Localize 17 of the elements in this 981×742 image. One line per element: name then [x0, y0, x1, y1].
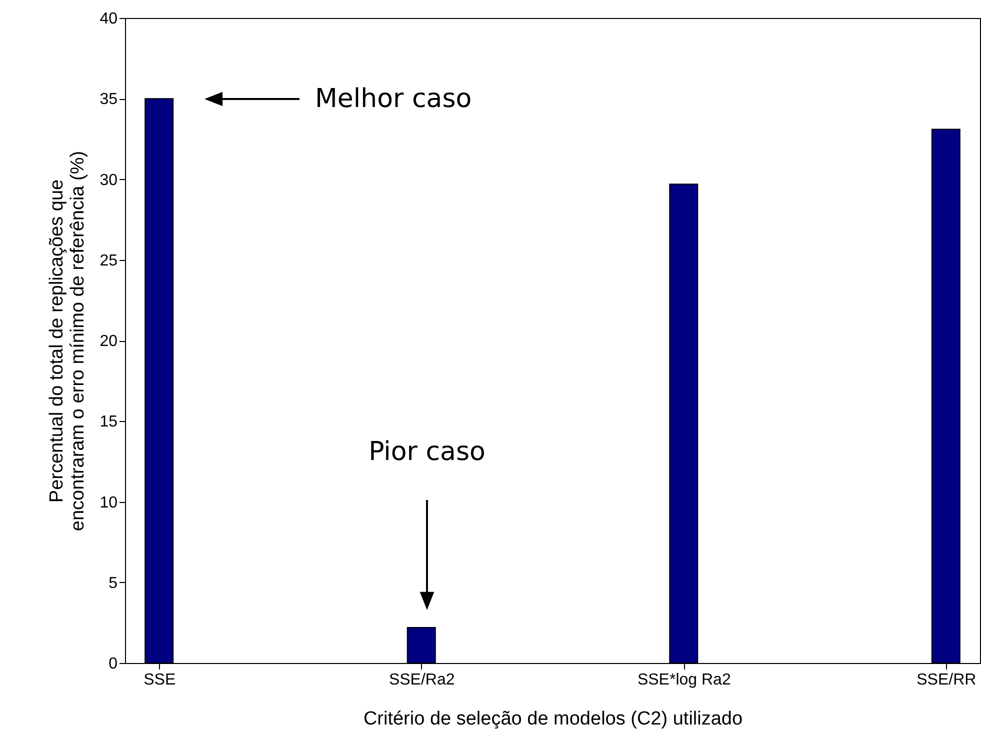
- x-tick-label: SSE: [144, 672, 176, 688]
- x-axis-title: Critério de seleção de modelos (C2) utilizado: [363, 708, 743, 730]
- y-tick-label: 20: [100, 333, 118, 350]
- y-tick-label: 35: [100, 91, 118, 108]
- x-tick-label: SSE/Ra2: [388, 672, 455, 688]
- y-tick-label: 15: [100, 414, 118, 431]
- x-tick-label: SSE/RR: [916, 672, 976, 688]
- annotation: Pior caso: [368, 437, 486, 467]
- y-axis-title: Percentual do total de replicações que encontraram o erro mínimo de referência (%): [46, 150, 89, 532]
- annotation: Melhor caso: [315, 84, 472, 114]
- y-tick-label: 40: [100, 10, 118, 28]
- y-tick-label: 10: [100, 494, 118, 512]
- y-tick-label: 30: [100, 172, 118, 189]
- y-tick-label: 25: [100, 252, 118, 270]
- y-tick-label: 5: [108, 574, 118, 592]
- y-tick-label: 0: [108, 656, 118, 672]
- x-tick-label: SSE*log Ra2: [637, 672, 731, 688]
